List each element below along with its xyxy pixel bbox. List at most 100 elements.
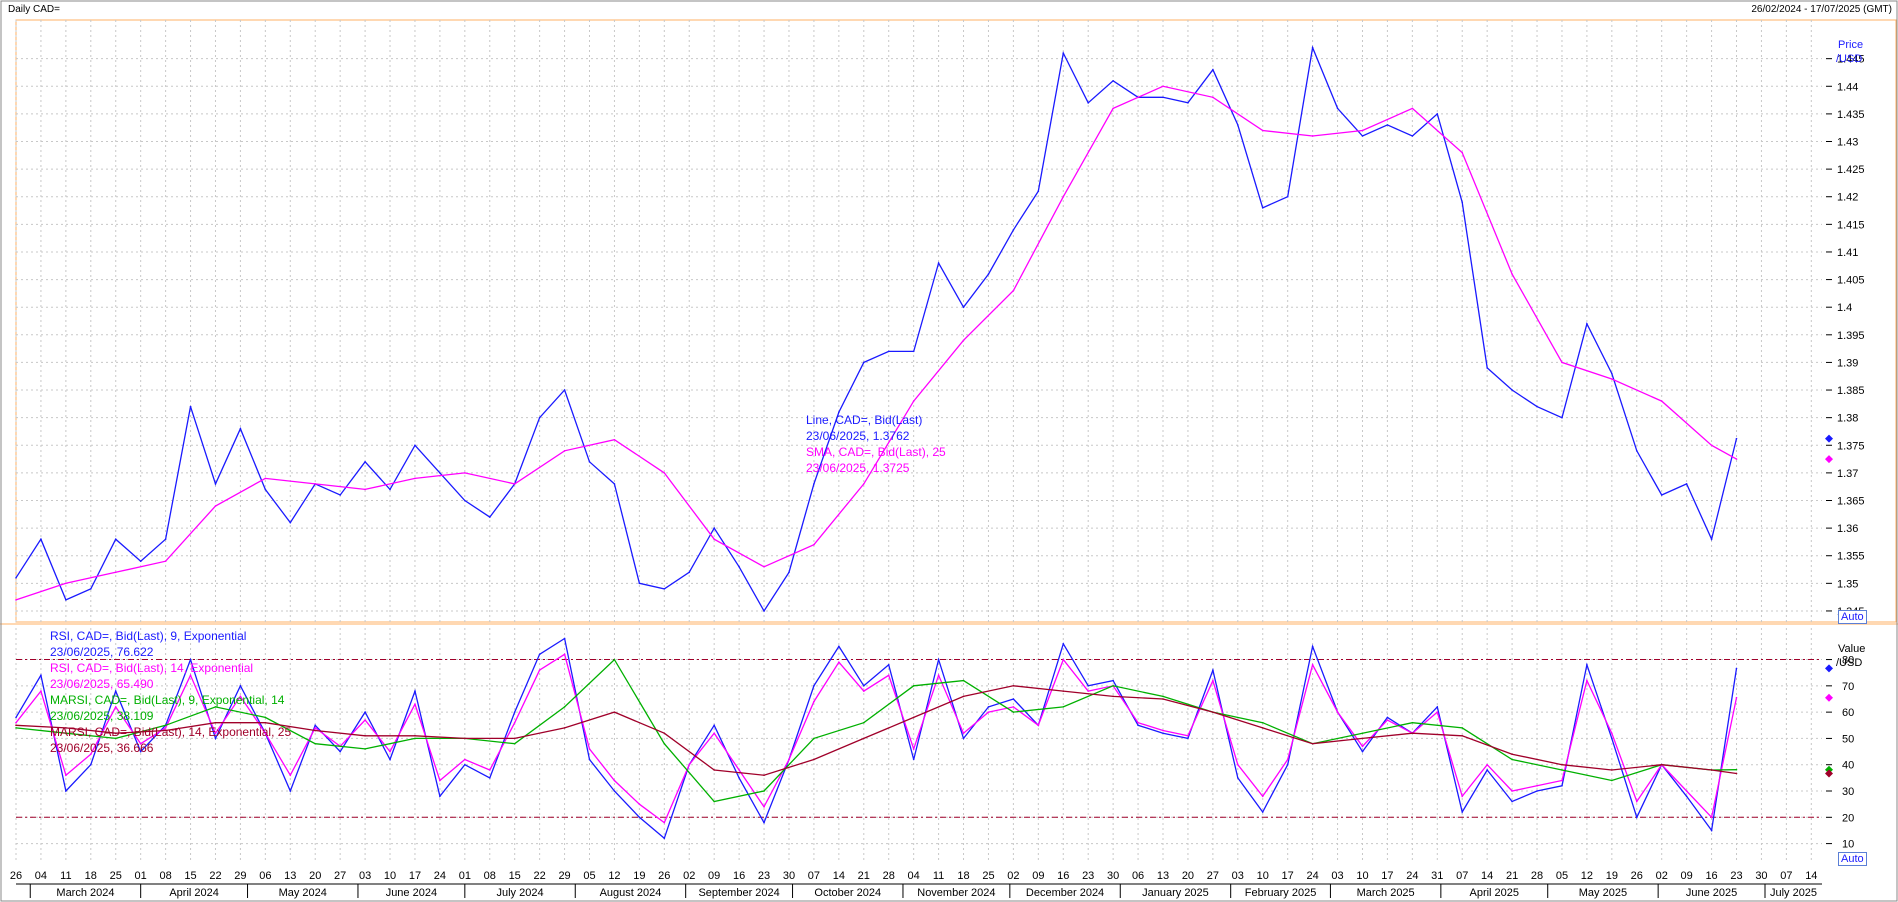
x-week-label: 07 [1456,870,1468,882]
rsi-data-point [40,674,42,677]
rsi-y-tick-label: 60 [1842,707,1854,719]
rsi-data-point [638,803,641,805]
price-data-point [538,416,541,419]
price-y-tick-label: 1.44 [1837,81,1858,93]
rsi-data-point [1212,679,1214,682]
rsi-data-point [1336,711,1339,713]
x-month-label: June 2024 [386,887,437,899]
price-y-tick-label: 1.445 [1837,54,1865,66]
auto-scale-button-price[interactable]: Auto [1838,610,1867,624]
x-month-label: September 2024 [698,887,779,899]
price-data-point [164,538,167,540]
x-week-label: 26 [658,870,670,882]
x-month-label: January 2025 [1142,887,1209,899]
price-y-tick-label: 1.38 [1837,413,1858,425]
rsi-data-point [1536,784,1538,787]
x-week-label: 17 [1381,870,1393,882]
rsi-data-point [1611,732,1613,734]
rsi-data-point [862,737,865,740]
rsi-data-point [314,724,317,727]
rsi-data-point [1361,745,1364,748]
rsi-data-point [414,703,416,706]
price-data-point [40,538,42,540]
x-week-label: 30 [1755,870,1767,882]
rsi-data-point [1685,790,1688,792]
x-week-label: 28 [883,870,895,882]
rsi-data-point [464,737,466,740]
price-data-point [763,610,765,612]
rsi-data-point [1486,769,1488,771]
rsi-data-point [239,685,242,687]
x-week-label: 09 [1032,870,1044,882]
price-last-value-marker [1825,434,1833,443]
x-week-label: 07 [1780,870,1792,882]
rsi-data-point [1461,727,1464,729]
rsi-data-point [1162,729,1164,732]
rsi-data-point [1012,685,1015,687]
x-month-label: March 2025 [1357,887,1415,899]
rsi-data-point [1611,769,1613,771]
price-y-tick-label: 1.39 [1837,357,1858,369]
rsi-data-point [1361,750,1364,753]
rsi-data-point [90,753,92,756]
rsi-data-point [987,711,990,713]
price-data-point [1660,494,1663,496]
rsi-data-point [1710,816,1713,819]
rsi-data-point [1062,706,1065,708]
x-week-label: 14 [833,870,845,882]
x-week-label: 11 [933,870,944,882]
rsi-data-point [613,779,616,782]
rsi-data-point [1710,829,1713,832]
price-data-point [1511,273,1513,275]
x-week-label: 03 [1232,870,1244,882]
rsi-data-point [1436,706,1439,708]
x-week-label: 23 [1082,870,1094,882]
x-week-label: 05 [1556,870,1568,882]
rsi-data-point [713,769,715,771]
price-data-point [1411,107,1414,110]
rsi-data-point [538,669,541,671]
price-data-point [1237,124,1239,126]
rsi-data-point [1137,721,1139,724]
price-data-point [1735,458,1738,460]
rsi-data-point [139,750,142,753]
rsi-data-point [1012,711,1015,713]
rsi-data-point [1087,690,1090,692]
x-week-label: 10 [1356,870,1368,882]
price-data-point [389,488,391,491]
rsi-y-tick-label: 30 [1842,786,1854,798]
rsi-data-point [464,763,466,766]
price-data-point [1735,437,1738,440]
price-data-point [1436,113,1439,115]
rsi-data-point [613,658,616,661]
rsi-data-point [1486,763,1488,766]
price-data-point [439,472,441,474]
rsi-data-point [1162,695,1164,698]
price-annotation-line: 23/06/2025, 1.3762 [806,429,910,443]
price-annotation-line: Line, CAD=, Bid(Last) [806,413,923,427]
rsi-y-tick-label: 10 [1842,839,1854,851]
x-week-label: 16 [1705,870,1717,882]
x-month-label: November 2024 [917,887,995,899]
price-annotation-line: 23/06/2025, 1.3725 [806,461,910,475]
auto-scale-button-rsi[interactable]: Auto [1838,852,1867,866]
price-y-tick-label: 1.425 [1837,164,1865,176]
x-week-label: 23 [1730,870,1742,882]
rsi-data-point [15,727,17,729]
rsi-data-point [1586,679,1588,682]
rsi-data-point [164,729,167,732]
rsi-data-point [563,706,566,708]
x-week-label: 13 [1157,870,1169,882]
rsi-data-point [1735,696,1738,699]
price-data-point [1586,322,1588,325]
rsi-data-point [962,737,965,740]
price-data-point [513,483,516,485]
rsi-data-point [389,758,391,761]
x-week-label: 02 [683,870,695,882]
rsi-annotation-line: MARSI, CAD=, Bid(Last), 9, Exponential, … [50,693,285,707]
price-data-point [1261,129,1264,132]
price-y-tick-label: 1.4 [1837,302,1852,314]
rsi-data-point [663,742,666,745]
price-data-point [1361,129,1364,132]
